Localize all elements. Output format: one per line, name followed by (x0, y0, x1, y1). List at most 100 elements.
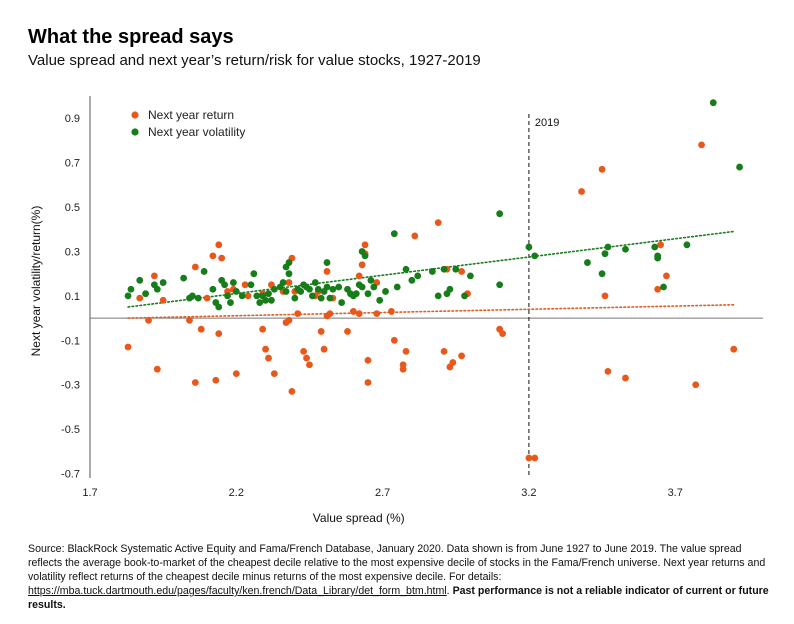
data-point (311, 279, 319, 286)
data-point (215, 330, 223, 338)
data-point (352, 290, 360, 298)
data-point (390, 336, 398, 344)
data-point (402, 265, 410, 273)
x-axis-label: Value spread (%) (313, 511, 405, 525)
data-point (373, 310, 381, 318)
data-point (288, 387, 296, 395)
data-point (191, 263, 199, 271)
data-point (428, 268, 436, 275)
data-point (270, 285, 278, 293)
data-point (259, 325, 267, 333)
data-point (153, 285, 161, 293)
data-point (622, 374, 629, 382)
series-points (124, 141, 738, 462)
data-point (209, 252, 217, 260)
data-point (358, 261, 366, 269)
data-point (411, 232, 419, 240)
data-point (145, 316, 152, 324)
source-link[interactable]: https://mba.tuck.dartmouth.edu/pages/fac… (28, 585, 447, 597)
data-point (525, 243, 533, 251)
data-point (186, 316, 193, 324)
data-point (279, 279, 287, 286)
data-point (598, 270, 606, 278)
data-point (227, 299, 234, 306)
y-tick-label: 0.3 (65, 246, 80, 258)
data-points (124, 99, 743, 462)
data-point (241, 281, 249, 289)
data-point (142, 290, 149, 298)
data-point (250, 270, 258, 278)
data-point (692, 381, 700, 389)
data-point (598, 165, 606, 173)
data-point (408, 276, 416, 284)
data-point (285, 259, 293, 266)
data-point (449, 359, 457, 366)
data-point (496, 210, 504, 218)
chart-subtitle: Value spread and next year’s return/risk… (28, 52, 481, 69)
data-point (496, 281, 504, 289)
data-point (194, 294, 202, 302)
data-point (335, 283, 343, 291)
data-point (124, 343, 132, 351)
data-point (382, 288, 389, 295)
y-tick-label: -0.7 (61, 469, 80, 481)
data-point (361, 252, 369, 260)
data-point (150, 272, 158, 280)
data-point (212, 376, 220, 384)
legend-marker (131, 128, 139, 136)
data-point (654, 285, 662, 293)
data-point (531, 252, 539, 260)
data-point (265, 354, 272, 362)
data-point (270, 370, 278, 378)
source-link-suffix: . (446, 585, 453, 597)
data-point (317, 328, 325, 335)
data-point (159, 296, 167, 304)
data-point (229, 279, 237, 286)
disclaimer: Past performance is not a reliable indic… (28, 585, 769, 611)
y-tick-label: 0.5 (65, 202, 80, 214)
data-point (601, 292, 609, 300)
trend-line (127, 303, 735, 319)
data-point (215, 303, 223, 311)
y-tick-label: -0.5 (61, 424, 80, 436)
y-tick-label: -0.1 (61, 335, 80, 347)
data-point (197, 325, 205, 333)
chart-title: What the spread says (28, 26, 234, 48)
data-point (265, 290, 272, 298)
data-point (499, 330, 506, 338)
data-point (458, 268, 466, 275)
data-point (440, 348, 448, 355)
data-point (306, 361, 313, 369)
data-point (370, 283, 378, 291)
data-point (232, 288, 240, 295)
data-point (262, 345, 269, 353)
legend-label: Next year volatility (148, 125, 245, 139)
y-tick-label: 0.1 (65, 291, 80, 303)
x-tick-label: 1.7 (82, 487, 97, 499)
data-point (326, 294, 334, 302)
x-tick-label: 3.7 (668, 487, 683, 499)
x-tick-label: 2.7 (375, 487, 390, 499)
data-point (338, 299, 346, 306)
data-point (326, 310, 334, 318)
data-point (461, 292, 468, 300)
data-point (153, 365, 161, 373)
data-point (355, 310, 363, 318)
data-point (282, 288, 290, 295)
y-axis-label: Next year volatility/return(%) (29, 206, 43, 357)
legend: Next year return Next year volatility (131, 108, 245, 139)
x-tick-label: 3.2 (521, 487, 536, 499)
data-point (200, 268, 208, 275)
data-point (136, 294, 144, 302)
data-point (268, 296, 275, 304)
data-point (323, 268, 331, 275)
data-point (323, 283, 331, 291)
data-point (367, 276, 375, 284)
data-point (663, 272, 670, 280)
source-note: Source: BlackRock Systematic Active Equi… (28, 542, 776, 612)
series-points (124, 99, 743, 311)
data-point (317, 294, 325, 302)
data-point (466, 272, 474, 280)
data-point (209, 285, 217, 293)
data-point (730, 345, 738, 353)
